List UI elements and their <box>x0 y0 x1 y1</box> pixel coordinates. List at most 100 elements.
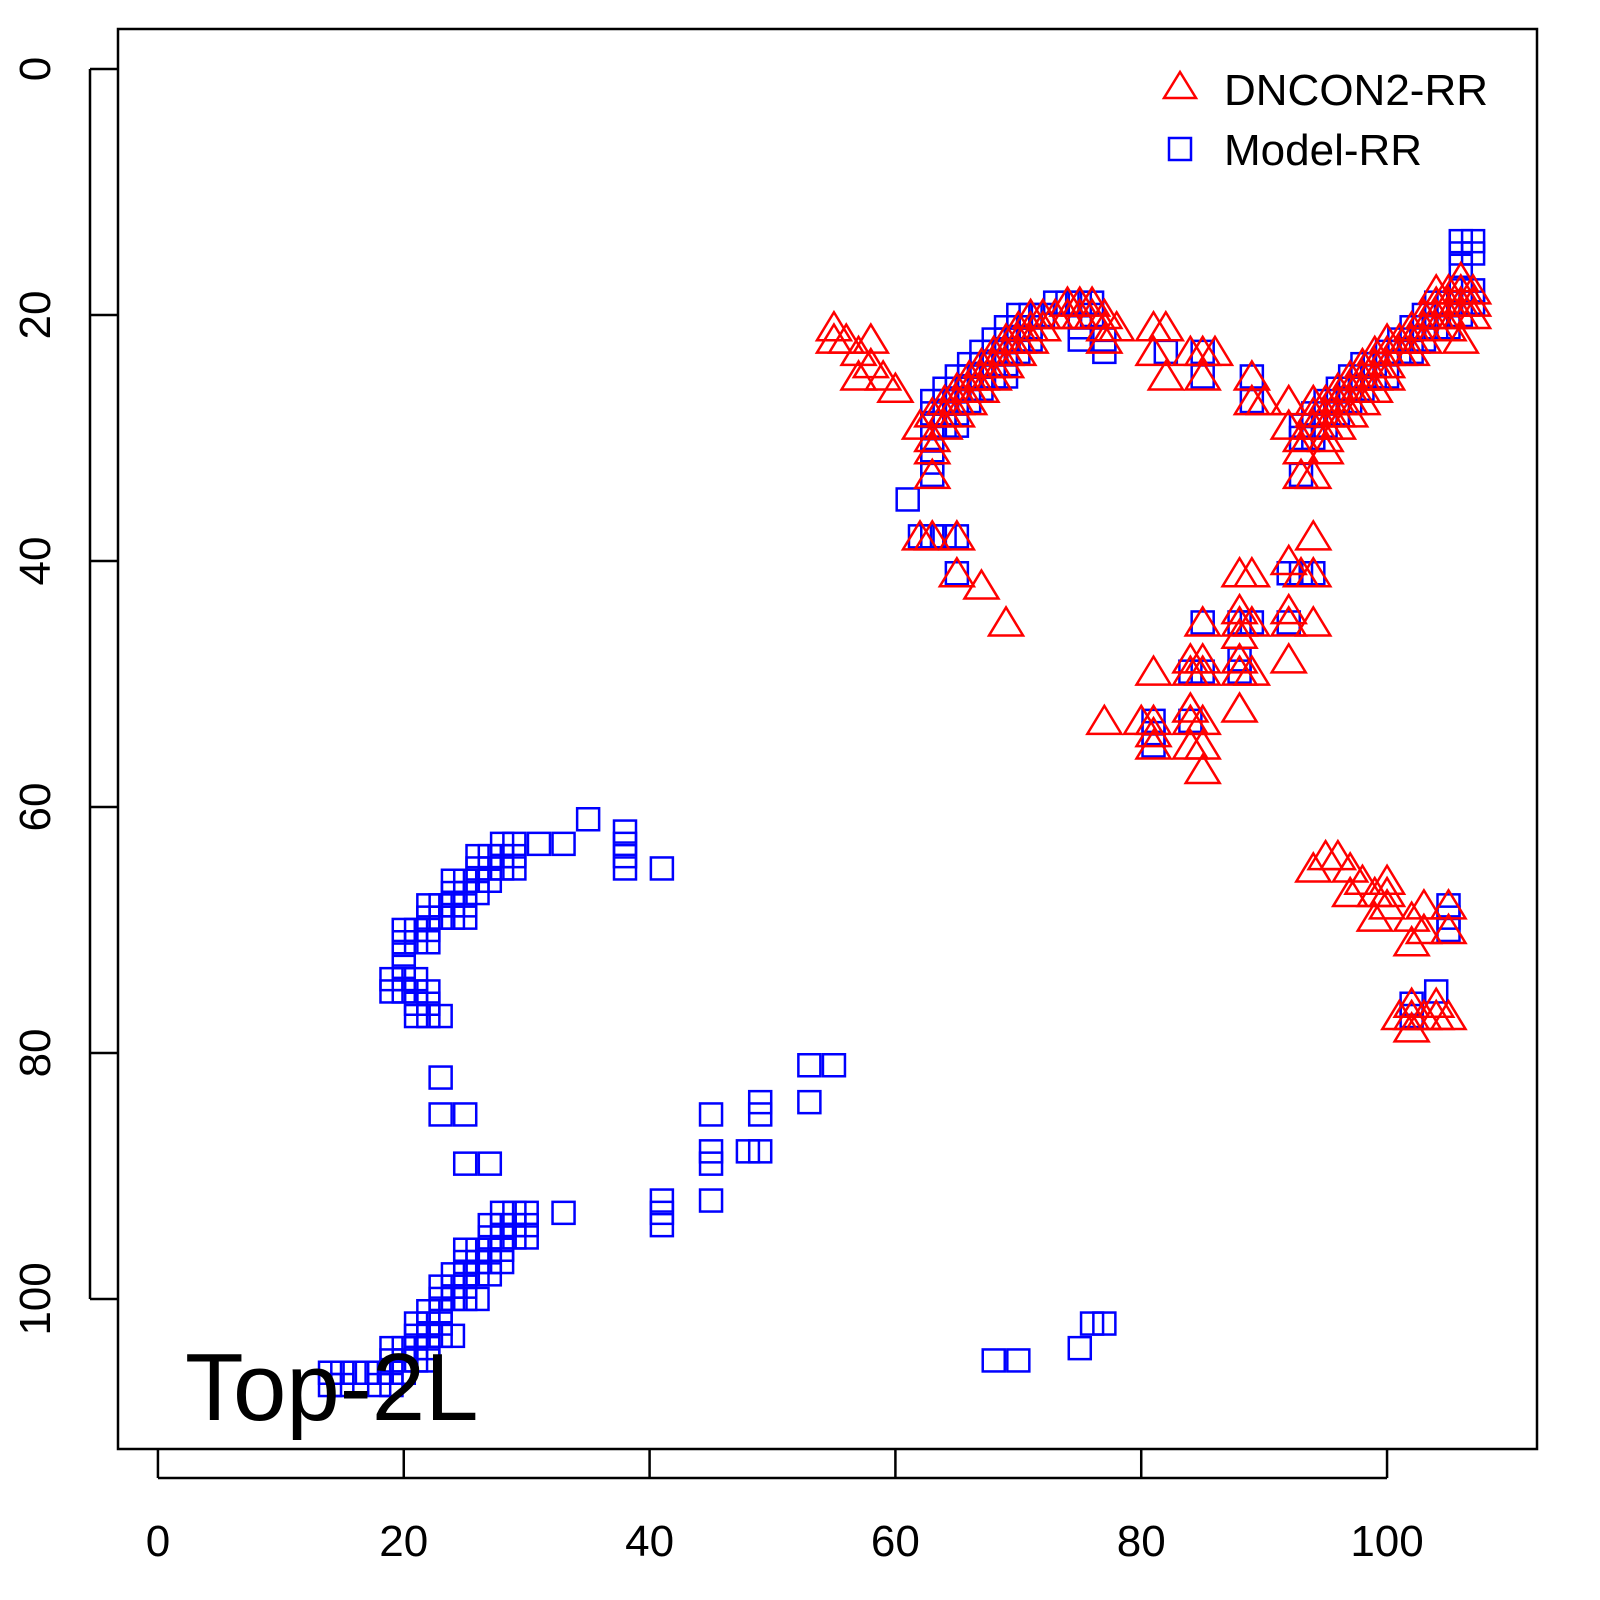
model-rr-point <box>403 979 429 1004</box>
model-rr-point <box>477 1249 503 1275</box>
dncon2-rr-point <box>1416 998 1456 1031</box>
dncon2-rr-point <box>949 383 989 416</box>
dncon2-rr-point <box>1269 592 1308 625</box>
model-rr-point <box>391 966 417 992</box>
model-rr-point <box>391 1348 417 1373</box>
dncon2-rr-point <box>1343 383 1382 416</box>
dncon2-rr-point <box>1195 334 1235 367</box>
dncon2-rr-point <box>1146 309 1186 342</box>
dncon2-rr-point <box>1097 309 1136 342</box>
model-rr-point <box>698 1151 724 1176</box>
dncon2-rr-point <box>1367 863 1407 896</box>
model-rr-point <box>416 979 441 1004</box>
legend-triangle-icon <box>1161 69 1199 100</box>
dncon2-rr-point <box>814 309 854 342</box>
dncon2-rr-point <box>1441 260 1481 293</box>
x-tick-label: 40 <box>625 1517 674 1566</box>
model-rr-point <box>428 1274 453 1299</box>
model-rr-point <box>428 1323 453 1349</box>
model-rr-point <box>452 1102 478 1127</box>
dncon2-rr-point <box>1355 371 1394 404</box>
model-rr-point <box>465 880 490 906</box>
dncon2-rr-point <box>1392 986 1431 1019</box>
model-rr-point <box>477 1262 503 1287</box>
dncon2-rr-point <box>1220 592 1259 625</box>
model-rr-point <box>403 917 429 943</box>
dncon2-rr-point <box>1392 900 1431 932</box>
model-rr-point <box>452 1274 478 1299</box>
model-rr-point <box>428 1102 453 1127</box>
model-rr-point <box>649 1188 675 1213</box>
dncon2-rr-point <box>1220 617 1259 650</box>
dncon2-rr-point <box>1318 838 1358 871</box>
model-rr-point <box>489 1200 515 1226</box>
dncon2-rr-point <box>1404 912 1444 945</box>
dncon2-rr-point <box>1183 728 1222 760</box>
model-rr-point <box>440 1274 466 1299</box>
model-rr-point <box>932 524 957 549</box>
model-rr-point <box>502 831 527 857</box>
dncon2-rr-point <box>1134 728 1173 760</box>
model-rr-point <box>416 991 441 1017</box>
model-rr-point <box>612 843 638 869</box>
dncon2-rr-point <box>1232 359 1272 391</box>
model-rr-point <box>403 930 429 955</box>
model-rr-point <box>403 1335 429 1361</box>
model-rr-point <box>489 1225 515 1250</box>
model-rr-point <box>502 856 527 881</box>
dncon2-rr-point <box>1441 322 1481 354</box>
dncon2-rr-point <box>1085 703 1124 736</box>
dncon2-rr-point <box>1232 605 1272 637</box>
model-rr-point <box>465 1286 490 1312</box>
legend-label-model: Model-RR <box>1224 126 1422 175</box>
dncon2-rr-point <box>1453 285 1493 317</box>
model-rr-point <box>1067 1335 1093 1361</box>
axes: 0 20 40 60 80 100 0 20 40 60 80 100 <box>11 57 1424 1566</box>
dncon2-rr-point <box>839 359 878 391</box>
dncon2-rr-point <box>925 408 964 440</box>
model-rr-point <box>440 1286 466 1312</box>
model-rr-point <box>612 831 638 857</box>
dncon2-rr-point <box>863 359 903 391</box>
model-rr-point <box>428 1311 453 1336</box>
model-rr-point <box>477 1225 503 1250</box>
model-rr-point <box>502 1212 527 1238</box>
model-rr-point <box>797 1089 822 1115</box>
model-rr-point <box>452 905 478 930</box>
model-rr-point <box>416 1348 441 1373</box>
dncon2-rr-point <box>1183 703 1222 736</box>
dncon2-rr-point <box>1085 297 1124 330</box>
model-rr-point <box>379 1335 404 1361</box>
dncon2-rr-point <box>1318 408 1358 440</box>
dncon2-rr-point <box>1134 334 1173 367</box>
x-tick-label: 100 <box>1350 1517 1423 1566</box>
model-rr-point <box>428 1286 453 1312</box>
dncon2-rr-point <box>1404 887 1444 920</box>
x-tick-label: 0 <box>146 1517 170 1566</box>
model-rr-point <box>416 917 441 943</box>
model-rr-point <box>649 856 675 881</box>
dncon2-rr-point <box>1429 912 1468 945</box>
model-rr-point <box>366 1360 392 1385</box>
model-rr-point <box>502 1200 527 1226</box>
dncon2-rr-point <box>962 371 1001 404</box>
model-rr-point <box>354 1360 380 1385</box>
model-rr-point <box>317 1360 343 1385</box>
model-rr-point <box>514 1225 539 1250</box>
model-rr-point <box>735 1139 761 1164</box>
y-tick-label: 40 <box>11 536 60 585</box>
model-rr-point <box>489 856 515 881</box>
legend: DNCON2-RR Model-RR <box>1161 66 1488 175</box>
dncon2-rr-point <box>1232 555 1272 588</box>
dncon2-rr-point <box>913 420 952 453</box>
model-rr-point <box>1448 228 1474 254</box>
dncon2-rr-point <box>1294 518 1333 551</box>
model-rr-point <box>379 1372 404 1398</box>
model-rr-point <box>452 1262 478 1287</box>
model-rr-point <box>920 524 945 549</box>
dncon2-rr-point <box>913 457 952 490</box>
model-rr-point <box>428 1065 453 1090</box>
model-rr-point <box>428 1003 453 1029</box>
model-rr-point <box>452 880 478 906</box>
dncon2-rr-point <box>1269 383 1308 416</box>
